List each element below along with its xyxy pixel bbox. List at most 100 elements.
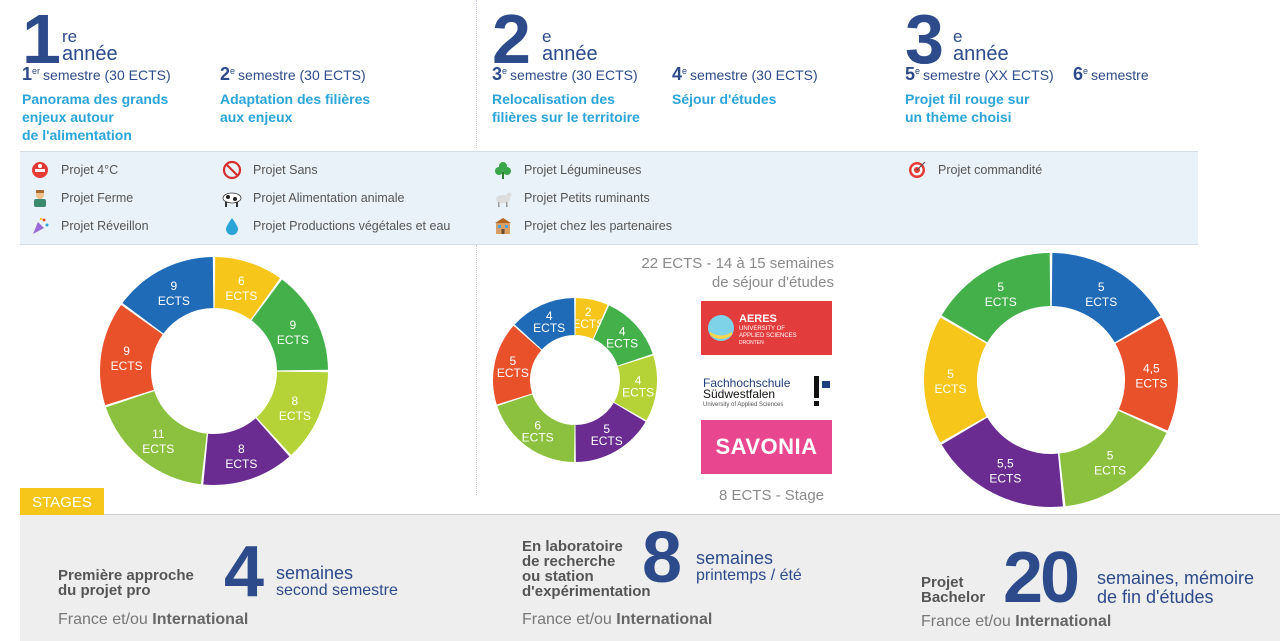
year-2-header: 2 e année [492,4,598,74]
slice-value-label: 6 [238,274,245,288]
project-item: Projet 4°C [29,159,149,181]
semester-4: 4e semestre (30 ECTS) [672,64,818,84]
semester-1-theme: Panorama des grands enjeux autour de l'a… [22,91,169,143]
svg-text:University of Applied Sciences: University of Applied Sciences [703,402,783,408]
donut-slice [924,317,987,443]
svg-text:UNIVERSITY OF: UNIVERSITY OF [739,326,785,332]
donut-slice [1059,410,1167,507]
year-1-header: 1 re année [22,4,118,74]
project-item: Projet Sans [221,159,450,181]
slice-unit-label: ECTS [1085,295,1117,309]
party-icon [29,215,51,237]
donut-slice [105,391,207,485]
stage-3-title: Projet Bachelor [921,574,986,606]
building-icon [492,215,514,237]
stage-2-location: France et/ou International [522,611,713,628]
stage-1-title: Première approche du projet pro [58,567,194,599]
stage-2-weeks: 8 [642,518,682,598]
slice-value-label: 2 [585,305,592,319]
stages-section [20,514,1280,641]
project-item: Projet chez les partenaires [492,215,672,237]
slice-value-label: 4 [635,374,642,388]
savonia-logo: SAVONIA [701,420,832,474]
svg-text:DRONTEN: DRONTEN [739,340,764,346]
slice-unit-label: ECTS [142,442,174,456]
donut-slice [214,257,281,320]
svg-text:Fachhochschule: Fachhochschule [703,376,791,390]
year-number: 1 [22,0,61,78]
slice-unit-label: ECTS [934,382,966,396]
cow-icon [221,187,243,209]
svg-text:APPLIED SCIENCES: APPLIED SCIENCES [739,333,797,339]
slice-unit-label: ECTS [622,386,654,400]
donut-slice [614,355,657,421]
donut-slice [1115,317,1178,431]
slice-value-label: 5,5 [997,457,1014,471]
slice-value-label: 5 [947,367,954,381]
donut-slice [99,304,163,406]
forbidden-icon [221,159,243,181]
column-divider [476,245,477,495]
slice-value-label: 11 [152,427,165,441]
target-icon [906,159,928,181]
water-drop-icon [221,215,243,237]
internship-caption: 8 ECTS - Stage [718,487,824,504]
semester-4-theme: Séjour d'études [672,91,777,107]
stage-3-location: France et/ou International [921,613,1112,630]
slice-unit-label: ECTS [497,366,529,380]
project-item: Projet Alimentation animale [221,187,450,209]
slice-unit-label: ECTS [606,337,638,351]
slice-unit-label: ECTS [111,359,143,373]
slice-unit-label: ECTS [591,434,623,448]
slice-unit-label: ECTS [572,317,604,331]
stages-tag: STAGES [20,488,104,515]
farmer-icon [29,187,51,209]
study-stay-caption: 22 ECTS - 14 à 15 semaines de séjour d'é… [641,255,834,291]
slice-unit-label: ECTS [989,472,1021,486]
slice-value-label: 5 [1107,448,1114,462]
slice-unit-label: ECTS [1094,463,1126,477]
year-3-header: 3 e année [905,4,1009,74]
slice-value-label: 6 [534,418,541,432]
semester-3: 3e semestre (30 ECTS) [492,64,638,84]
column-divider [476,0,477,148]
semester-2: 2e semestre (30 ECTS) [220,64,366,84]
project-item: Projet Productions végétales et eau [221,215,450,237]
stage-1-location: France et/ou International [58,611,249,628]
slice-unit-label: ECTS [985,295,1017,309]
donut-slice [493,325,542,405]
slice-value-label: 5 [510,354,517,368]
slice-value-label: 4 [546,309,553,323]
slice-unit-label: ECTS [225,289,257,303]
donut-slice [593,305,653,366]
semester-3-theme: Relocalisation des filières sur le terri… [492,91,640,125]
slice-unit-label: ECTS [158,294,190,308]
slice-unit-label: ECTS [533,321,565,335]
slice-unit-label: ECTS [225,457,257,471]
semester-6: 6e semestre [1073,64,1149,84]
stage-2-title: En laboratoire de recherche ou station d… [522,538,651,600]
donut-slice [941,417,1063,507]
projects-column: Projet Sans Projet Alimentation animale … [221,159,450,237]
stage-1-unit: semaines [276,563,354,583]
year-suffix: re [62,27,78,46]
project-item: Projet Ferme [29,187,149,209]
semester-5: 5e semestre (XX ECTS) [905,64,1054,84]
slice-value-label: 8 [292,394,299,408]
clover-icon [492,159,514,181]
slice-unit-label: ECTS [279,409,311,423]
donut-slice [251,279,328,371]
stage-1-weeks: 4 [224,532,264,612]
stage-1-period: second semestre [276,582,398,599]
fh-swf-logo: Fachhochschule Südwestfalen University o… [701,362,832,416]
slice-value-label: 5 [1098,280,1105,294]
year-suffix: e [542,27,552,46]
slice-value-label: 9 [123,344,130,358]
slice-value-label: 8 [238,442,245,456]
aeres-logo: AERES UNIVERSITY OF APPLIED SCIENCES DRO… [701,301,832,355]
stage-3-weeks: 20 [1003,538,1080,618]
slice-value-label: 5 [603,422,610,436]
